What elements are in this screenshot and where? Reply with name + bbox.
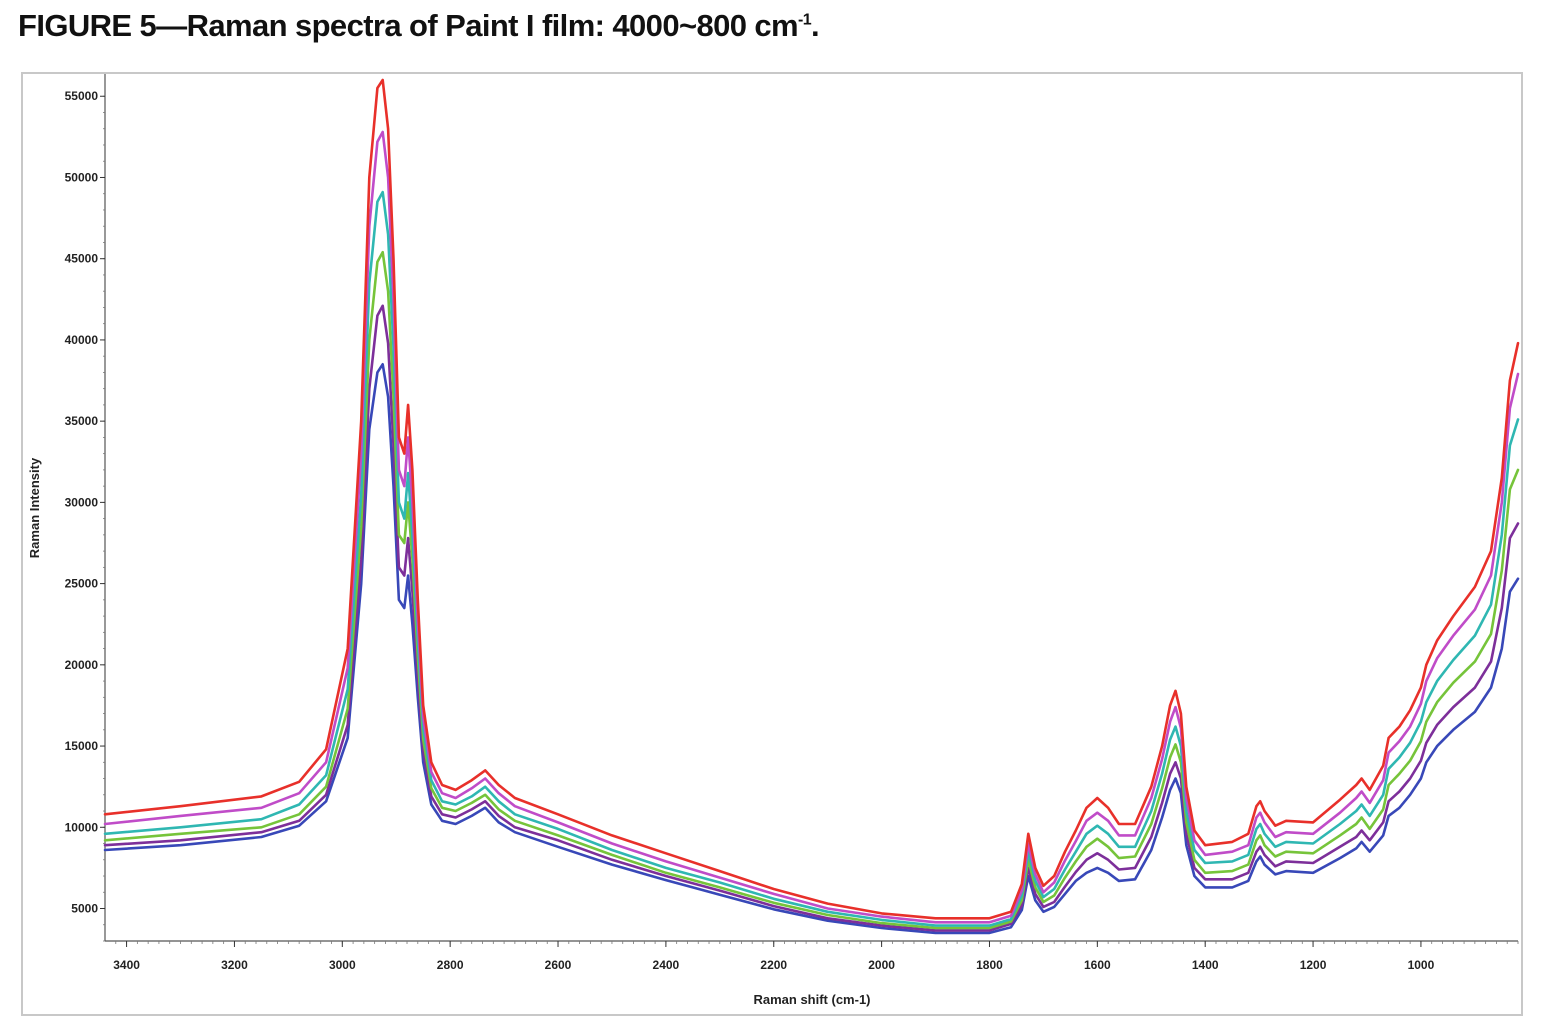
- x-tick-label: 2600: [545, 958, 572, 972]
- figure-title-end: .: [811, 8, 820, 43]
- series-line-1: [103, 78, 1520, 920]
- x-tick-label: 2800: [437, 958, 464, 972]
- figure-title: FIGURE 5—Raman spectra of Paint I film: …: [18, 8, 820, 44]
- series-line-4: [103, 250, 1520, 930]
- x-axis-label: Raman shift (cm-1): [753, 992, 870, 1007]
- x-tick-label: 1600: [1084, 958, 1111, 972]
- y-tick-label: 45000: [65, 252, 99, 266]
- y-axis-label: Raman Intensity: [27, 457, 42, 558]
- x-tick-label: 1200: [1300, 958, 1327, 972]
- x-tick-label: 2400: [653, 958, 680, 972]
- y-tick-label: 30000: [65, 495, 99, 509]
- y-tick-label: 15000: [65, 739, 99, 753]
- y-tick-label: 35000: [65, 414, 99, 428]
- y-tick-label: 50000: [65, 170, 99, 184]
- y-tick-label: 55000: [65, 89, 99, 103]
- x-tick-label: 1000: [1408, 958, 1435, 972]
- plot-area: [103, 78, 1520, 935]
- figure-title-superscript: -1: [798, 11, 812, 29]
- y-tick-label: 20000: [65, 658, 99, 672]
- y-tick-label: 40000: [65, 333, 99, 347]
- x-tick-label: 2200: [760, 958, 787, 972]
- y-tick-label: 25000: [65, 577, 99, 591]
- y-tick-label: 5000: [71, 902, 98, 916]
- chart-axes: 5000 10000 15000 20000 25000 30000 35000 40000 4…: [65, 74, 1519, 972]
- chart-frame: [21, 72, 1523, 1016]
- series-line-6: [103, 362, 1520, 935]
- series-line-3: [103, 190, 1520, 927]
- series-line-2: [103, 130, 1520, 924]
- figure-title-text: FIGURE 5—Raman spectra of Paint I film: …: [18, 8, 799, 43]
- x-tick-label: 1400: [1192, 958, 1219, 972]
- x-tick-label: 3400: [113, 958, 140, 972]
- x-tick-label: 3000: [329, 958, 356, 972]
- x-tick-label: 2000: [868, 958, 895, 972]
- series-line-5: [103, 304, 1520, 932]
- y-tick-label: 10000: [65, 820, 99, 834]
- x-tick-label: 1800: [976, 958, 1003, 972]
- x-tick-label: 3200: [221, 958, 248, 972]
